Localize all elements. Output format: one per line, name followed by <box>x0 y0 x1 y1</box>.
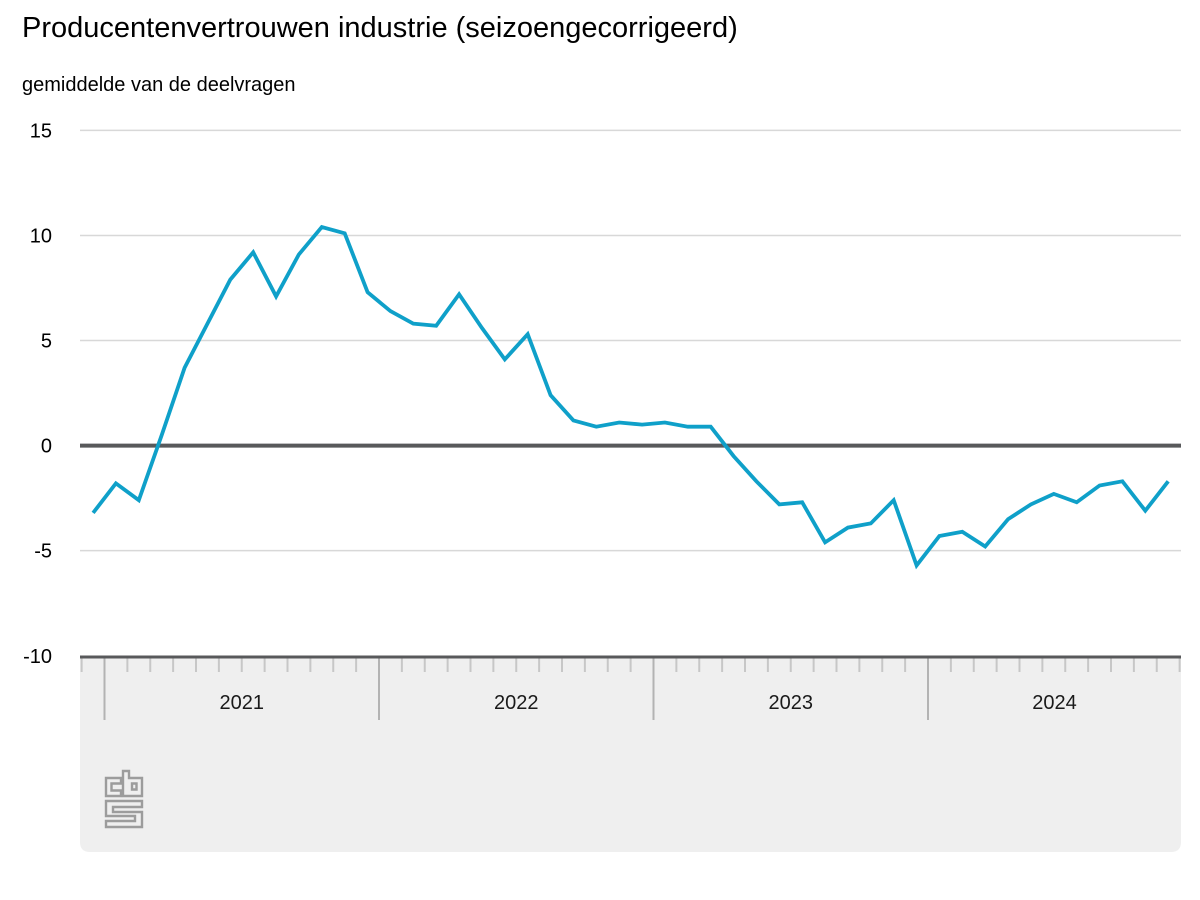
y-axis-label: 10 <box>30 225 52 247</box>
cbs-logo-b-counter <box>130 782 138 791</box>
year-label: 2022 <box>494 692 539 714</box>
x-axis-band-rect <box>80 657 1181 852</box>
page-title: Producentenvertrouwen industrie (seizoen… <box>22 12 738 44</box>
y-axis-label: 5 <box>41 331 52 353</box>
month-ticks <box>80 658 1181 672</box>
y-axis-label: -5 <box>34 541 52 563</box>
year-label: 2021 <box>220 692 265 714</box>
year-ticks <box>103 658 929 720</box>
y-axis-labels: 15 10 5 0 -5 -10 <box>23 120 52 667</box>
cbs-logo <box>104 769 144 829</box>
cbs-logo-c <box>104 776 123 798</box>
year-label: 2023 <box>769 692 814 714</box>
x-axis-band <box>80 657 1181 852</box>
cbs-logo-b <box>121 769 144 798</box>
y-axis-label: 15 <box>30 120 52 142</box>
confidence-line <box>91 224 1170 570</box>
year-label: 2024 <box>1032 692 1077 714</box>
gridlines <box>80 129 1181 552</box>
series <box>91 224 1170 570</box>
y-axis-label: -10 <box>23 646 52 668</box>
y-axis-label: 0 <box>41 436 52 458</box>
cbs-logo-s <box>104 799 144 829</box>
page-subtitle: gemiddelde van de deelvragen <box>22 74 296 96</box>
year-labels: 2021 2022 2023 2024 <box>220 692 1077 714</box>
